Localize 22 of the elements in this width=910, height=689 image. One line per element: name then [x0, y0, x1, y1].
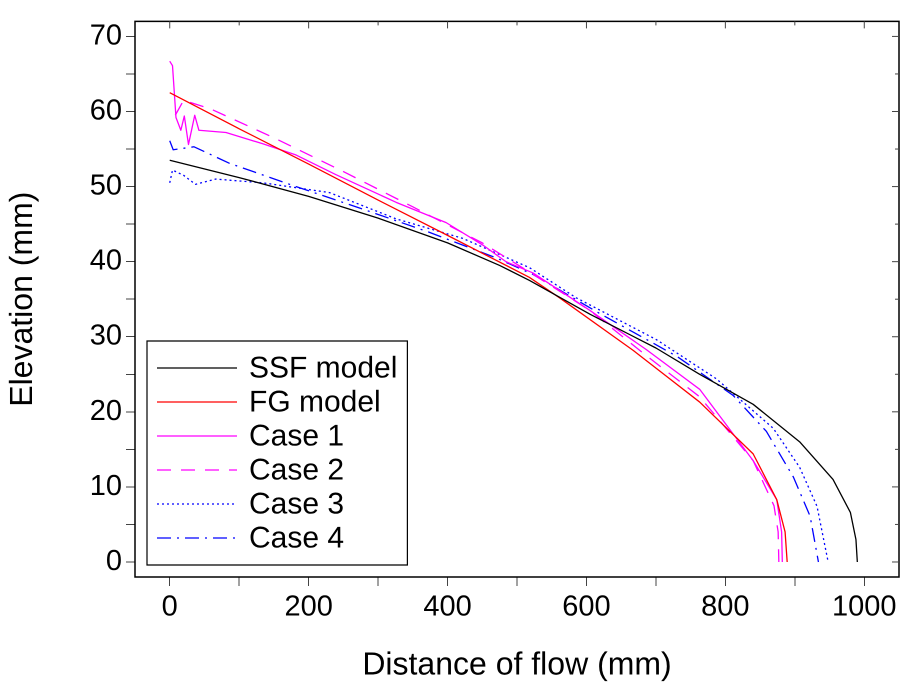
- x-tick-label: 600: [562, 590, 611, 622]
- legend-label: Case 4: [249, 521, 344, 554]
- x-tick-label: 400: [423, 590, 472, 622]
- legend-label: Case 3: [249, 487, 344, 520]
- y-tick-label: 70: [90, 19, 122, 52]
- y-tick-label: 30: [90, 320, 122, 352]
- y-axis-title: Elevation (mm): [3, 192, 40, 407]
- legend-label: FG model: [249, 385, 381, 418]
- y-tick-label: 0: [106, 544, 122, 577]
- x-tick-label: 800: [701, 590, 750, 622]
- x-tick-label: 200: [284, 590, 333, 622]
- legend-label: Case 1: [249, 419, 344, 452]
- y-tick-label: 50: [90, 170, 122, 202]
- legend-label: Case 2: [249, 453, 344, 486]
- x-tick-label: 1000: [832, 590, 897, 622]
- y-tick-label: 40: [90, 244, 122, 277]
- legend-label: SSF model: [249, 351, 398, 384]
- x-axis-title: Distance of flow (mm): [362, 646, 672, 682]
- y-tick-label: 20: [90, 394, 122, 427]
- y-tick-label: 10: [90, 470, 122, 502]
- x-tick-label: 0: [162, 590, 178, 622]
- y-tick-label: 60: [90, 94, 122, 126]
